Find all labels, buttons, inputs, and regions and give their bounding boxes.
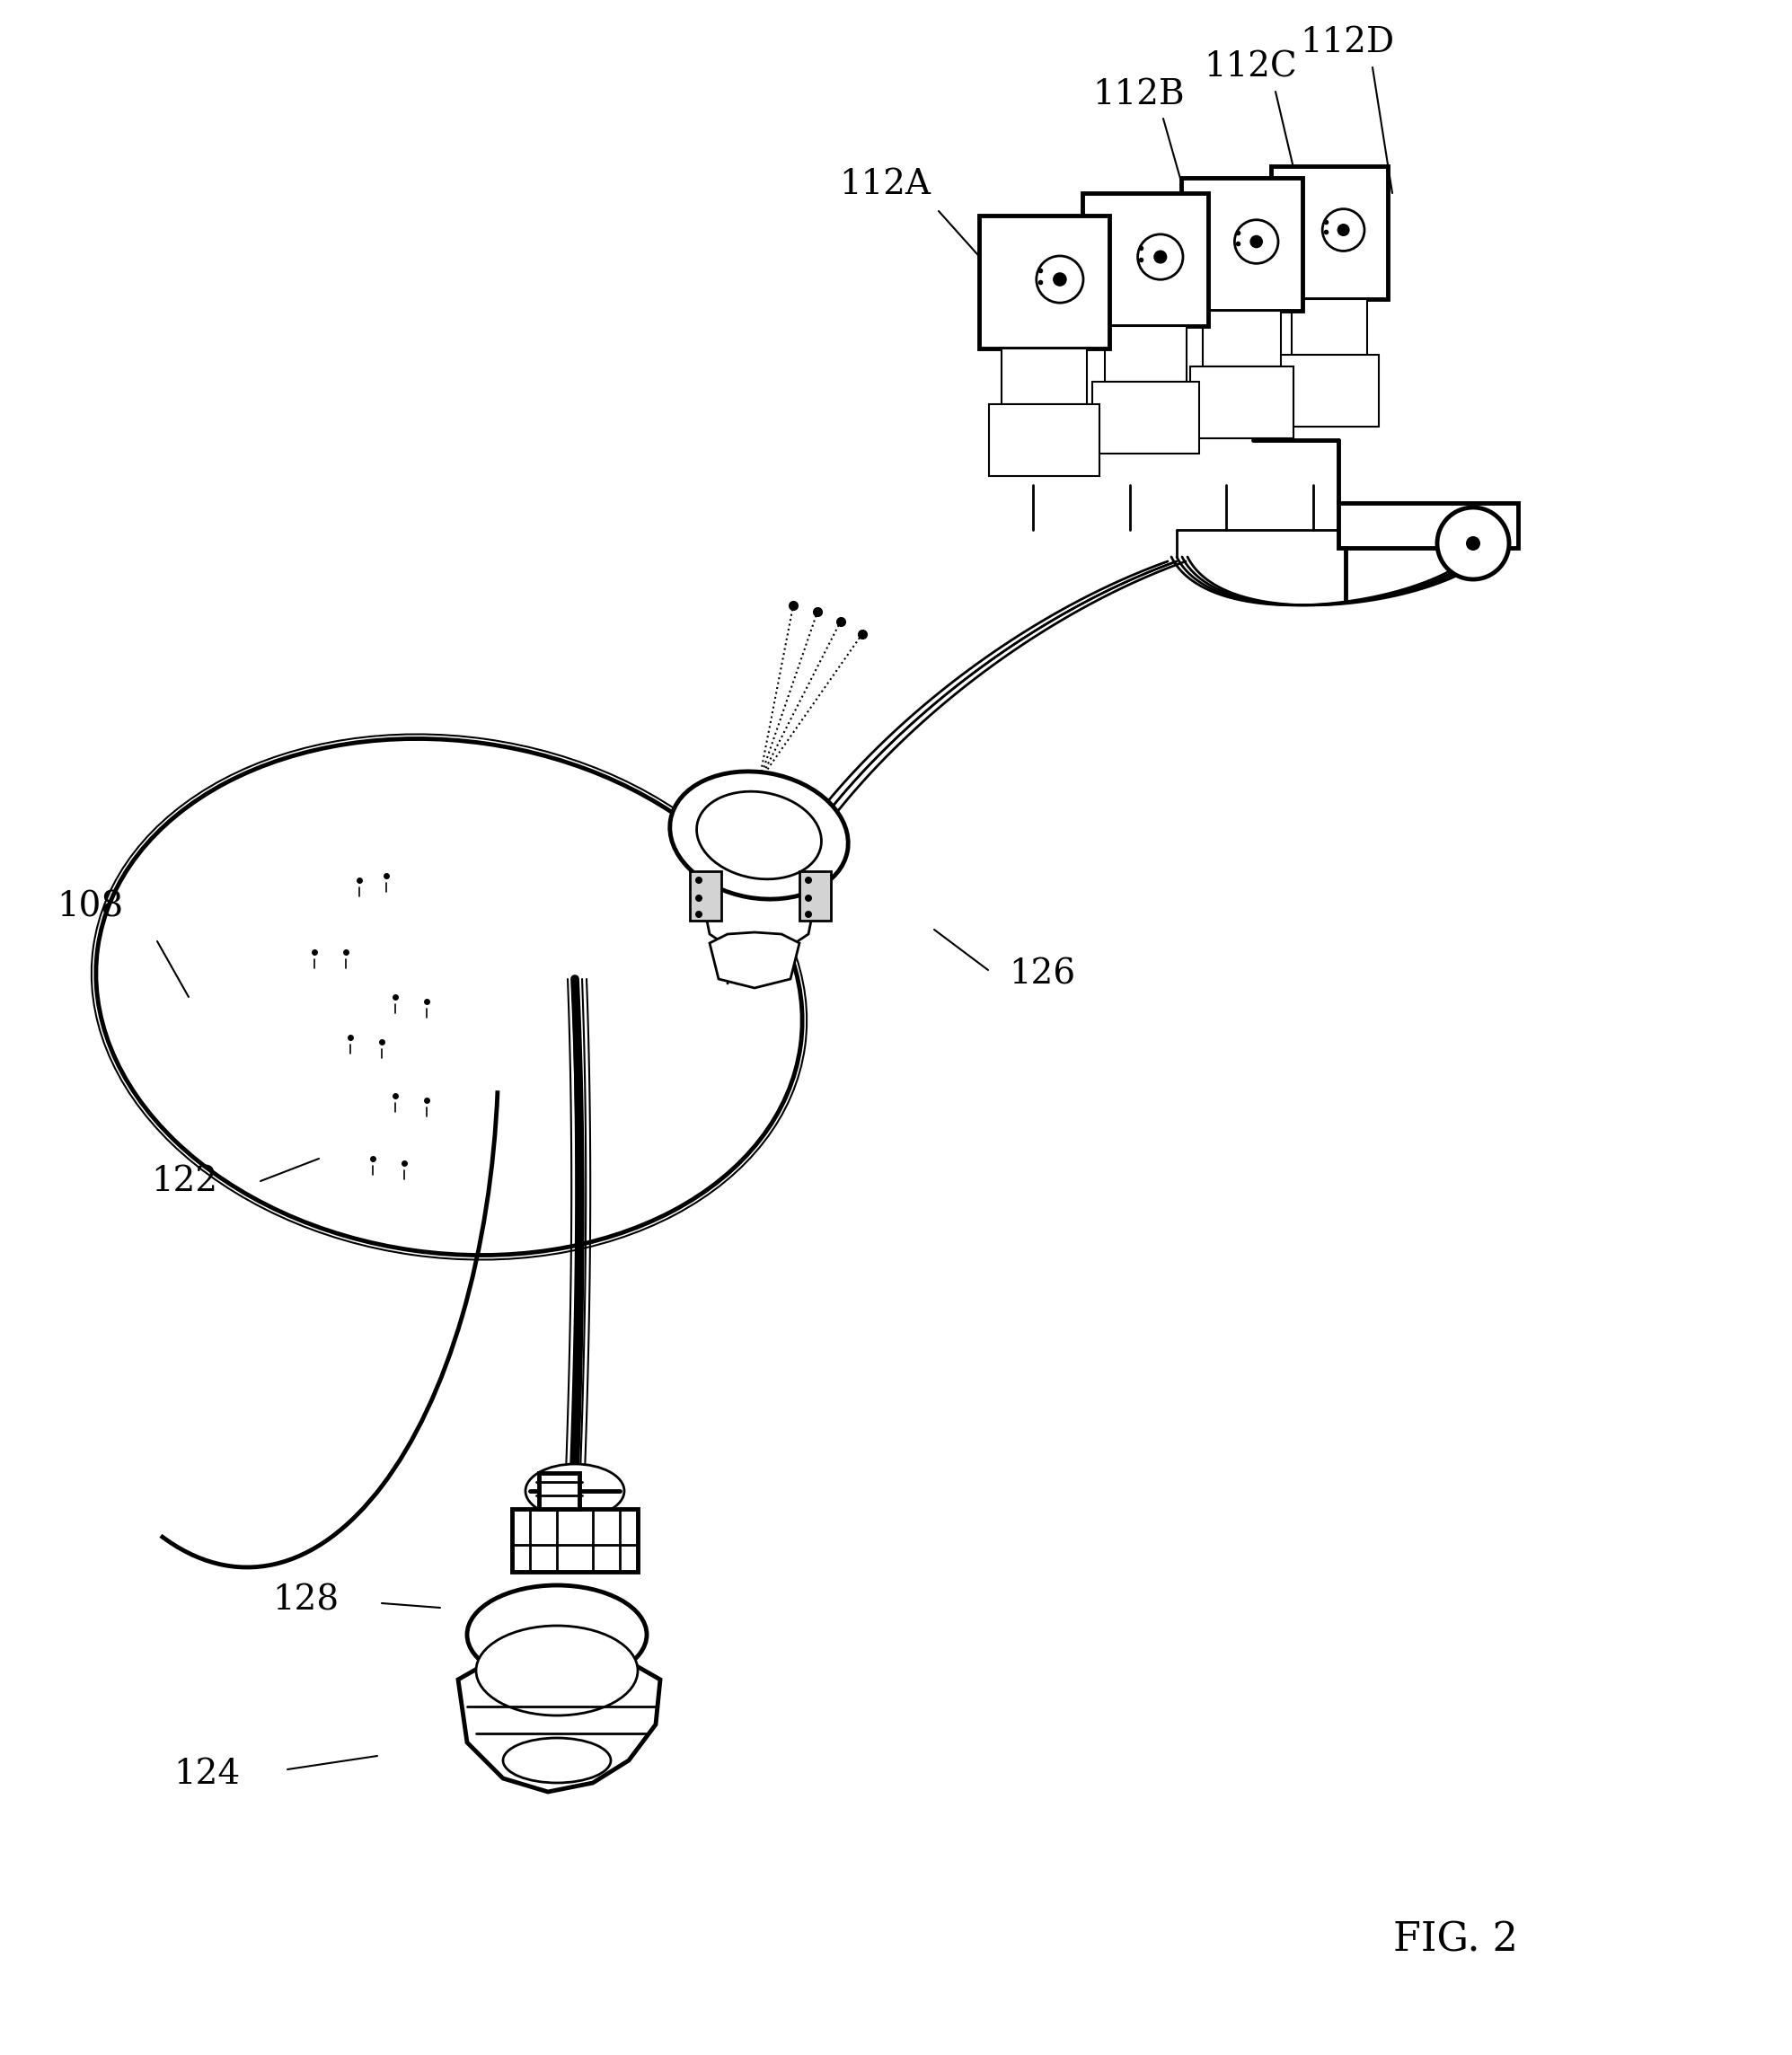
Polygon shape [701,871,817,951]
Circle shape [1154,251,1167,263]
Bar [1082,193,1208,327]
Ellipse shape [468,1584,647,1683]
Bar [690,871,722,921]
Text: 122: 122 [151,1165,217,1198]
Ellipse shape [477,1626,638,1716]
Circle shape [1054,273,1066,286]
Text: 112D: 112D [1301,27,1394,60]
Text: 108: 108 [57,890,124,925]
Bar [1104,327,1186,382]
Bar [1271,166,1387,300]
Bar [1091,382,1199,454]
Ellipse shape [525,1463,624,1519]
Bar [1202,310,1281,366]
Bar [978,216,1109,349]
Circle shape [695,894,702,902]
Bar [799,871,831,921]
Text: FIG. 2: FIG. 2 [1392,1921,1518,1958]
Text: 126: 126 [1009,958,1075,991]
Ellipse shape [504,1739,611,1784]
Circle shape [1235,220,1278,263]
Text: 112A: 112A [839,169,930,201]
Ellipse shape [697,791,821,880]
Ellipse shape [97,738,803,1256]
Bar [1002,349,1086,405]
Polygon shape [459,1652,659,1792]
Bar [1279,356,1380,427]
Bar [1292,300,1367,356]
Circle shape [1036,257,1084,302]
Text: 128: 128 [272,1584,339,1617]
Bar [1339,503,1518,549]
Bar [1190,366,1294,438]
Circle shape [1437,508,1509,580]
Text: 112C: 112C [1204,51,1297,84]
Circle shape [1322,210,1364,251]
Text: 124: 124 [174,1757,240,1790]
Circle shape [1337,224,1349,236]
Circle shape [695,877,702,884]
Text: 112B: 112B [1093,78,1185,111]
Circle shape [805,877,812,884]
Ellipse shape [670,771,848,900]
Circle shape [805,910,812,919]
Bar [1181,179,1303,310]
Bar [539,1473,579,1508]
Circle shape [695,910,702,919]
Circle shape [805,894,812,902]
Circle shape [1249,234,1263,249]
Polygon shape [710,933,799,988]
Bar [989,405,1100,477]
Circle shape [1466,536,1480,551]
Bar [513,1508,638,1572]
Circle shape [1138,234,1183,279]
